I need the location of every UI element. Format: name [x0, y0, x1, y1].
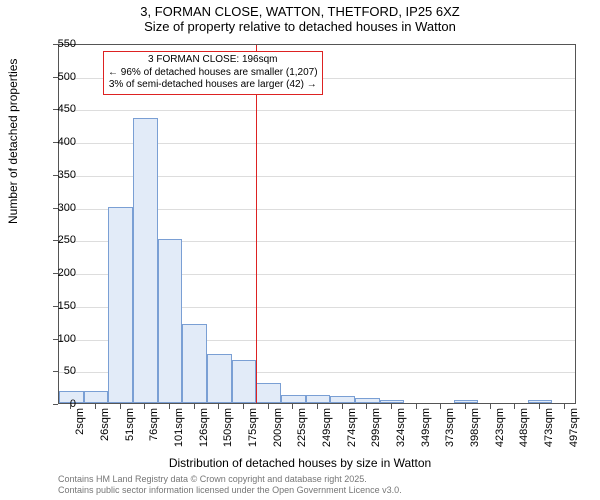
footer-attribution: Contains HM Land Registry data © Crown c…: [58, 474, 402, 496]
x-tick-label: 349sqm: [420, 408, 432, 458]
annotation-line-3: 3% of semi-detached houses are larger (4…: [108, 79, 318, 92]
x-tick-label: 274sqm: [346, 408, 358, 458]
reference-line: [256, 45, 257, 403]
histogram-bar: [133, 118, 158, 403]
x-tick-label: 51sqm: [124, 408, 136, 458]
x-tick: [539, 404, 540, 409]
x-tick: [292, 404, 293, 409]
histogram-bar: [528, 400, 553, 403]
x-tick: [391, 404, 392, 409]
x-axis-label: Distribution of detached houses by size …: [0, 456, 600, 470]
footer-line-2: Contains public sector information licen…: [58, 485, 402, 496]
title-line-1: 3, FORMAN CLOSE, WATTON, THETFORD, IP25 …: [0, 4, 600, 19]
x-tick-label: 126sqm: [198, 408, 210, 458]
x-tick-label: 101sqm: [173, 408, 185, 458]
x-tick: [366, 404, 367, 409]
histogram-bar: [232, 360, 257, 403]
histogram-bar: [355, 398, 380, 403]
y-axis-label: Number of detached properties: [6, 59, 20, 224]
histogram-bar: [108, 207, 133, 403]
annotation-line-2: ← 96% of detached houses are smaller (1,…: [108, 67, 318, 80]
x-tick-label: 26sqm: [99, 408, 111, 458]
title-line-2: Size of property relative to detached ho…: [0, 19, 600, 34]
x-tick: [243, 404, 244, 409]
y-tick-label: 300: [46, 202, 76, 214]
y-tick-label: 400: [46, 136, 76, 148]
x-tick: [95, 404, 96, 409]
y-tick-label: 200: [46, 267, 76, 279]
histogram-bar: [330, 396, 355, 403]
y-tick-label: 500: [46, 71, 76, 83]
x-tick: [342, 404, 343, 409]
x-tick: [440, 404, 441, 409]
x-tick-label: 76sqm: [148, 408, 160, 458]
x-tick: [268, 404, 269, 409]
histogram-bar: [207, 354, 232, 403]
x-tick: [490, 404, 491, 409]
histogram-bar: [84, 391, 109, 403]
histogram-bar: [454, 400, 479, 403]
x-tick: [144, 404, 145, 409]
x-tick: [514, 404, 515, 409]
x-tick: [218, 404, 219, 409]
annotation-box: 3 FORMAN CLOSE: 196sqm ← 96% of detached…: [103, 51, 323, 95]
x-tick: [564, 404, 565, 409]
histogram-bar: [182, 324, 207, 403]
annotation-line-1: 3 FORMAN CLOSE: 196sqm: [108, 54, 318, 67]
x-tick-label: 497sqm: [568, 408, 580, 458]
x-tick: [465, 404, 466, 409]
footer-line-1: Contains HM Land Registry data © Crown c…: [58, 474, 402, 485]
x-tick-label: 398sqm: [469, 408, 481, 458]
plot-area: 3 FORMAN CLOSE: 196sqm ← 96% of detached…: [58, 44, 576, 404]
histogram-bar: [158, 239, 183, 403]
x-tick-label: 423sqm: [494, 408, 506, 458]
y-tick-label: 0: [46, 398, 76, 410]
y-tick-label: 150: [46, 300, 76, 312]
y-tick-label: 50: [46, 365, 76, 377]
y-tick-label: 450: [46, 103, 76, 115]
x-tick: [317, 404, 318, 409]
histogram-bar: [256, 383, 281, 403]
x-tick-label: 2sqm: [74, 408, 86, 458]
x-tick: [416, 404, 417, 409]
x-tick: [194, 404, 195, 409]
histogram-bar: [306, 395, 331, 403]
y-tick-label: 350: [46, 169, 76, 181]
x-tick-label: 150sqm: [222, 408, 234, 458]
x-tick-label: 200sqm: [272, 408, 284, 458]
x-tick: [120, 404, 121, 409]
x-tick-label: 473sqm: [543, 408, 555, 458]
x-tick-label: 249sqm: [321, 408, 333, 458]
y-tick-label: 250: [46, 234, 76, 246]
x-tick-label: 225sqm: [296, 408, 308, 458]
chart-titles: 3, FORMAN CLOSE, WATTON, THETFORD, IP25 …: [0, 0, 600, 34]
x-tick-label: 448sqm: [518, 408, 530, 458]
x-tick-label: 373sqm: [444, 408, 456, 458]
x-tick-label: 299sqm: [370, 408, 382, 458]
x-tick-label: 175sqm: [247, 408, 259, 458]
x-tick: [169, 404, 170, 409]
y-tick-label: 100: [46, 333, 76, 345]
histogram-bar: [380, 400, 405, 403]
gridline: [59, 110, 575, 111]
x-tick: [70, 404, 71, 409]
y-tick-label: 550: [46, 38, 76, 50]
x-tick-label: 324sqm: [395, 408, 407, 458]
histogram-bar: [281, 395, 306, 403]
